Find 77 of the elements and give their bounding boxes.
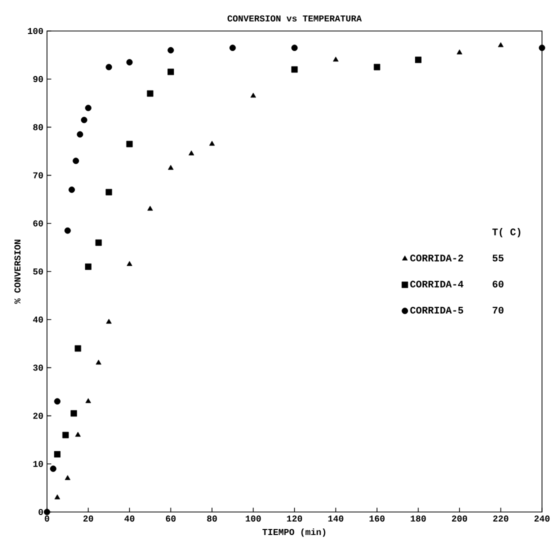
y-tick-label: 10 bbox=[33, 460, 43, 467]
point bbox=[54, 398, 60, 405]
point bbox=[54, 494, 60, 500]
point bbox=[332, 56, 339, 62]
point bbox=[85, 398, 92, 404]
point bbox=[70, 410, 77, 417]
y-tick-label: 30 bbox=[33, 364, 43, 371]
point bbox=[498, 42, 504, 48]
point bbox=[538, 44, 546, 52]
point bbox=[75, 432, 81, 437]
chart-title: CONVERSION vs TEMPERATURA bbox=[228, 15, 362, 22]
x-tick-label: 60 bbox=[166, 516, 176, 522]
point bbox=[96, 360, 102, 365]
point bbox=[188, 150, 194, 156]
point bbox=[250, 92, 256, 98]
point bbox=[291, 66, 298, 73]
y-tick-label: 20 bbox=[33, 412, 43, 419]
point bbox=[64, 227, 71, 234]
point bbox=[168, 47, 174, 54]
x-tick-label: 40 bbox=[124, 516, 134, 522]
x-tick-label: 140 bbox=[328, 516, 344, 522]
y-tick-label: 50 bbox=[33, 268, 43, 275]
y-tick-label: 100 bbox=[28, 28, 43, 34]
point bbox=[209, 140, 215, 146]
point bbox=[74, 345, 82, 352]
x-tick-label: 220 bbox=[493, 516, 508, 522]
point bbox=[126, 140, 133, 148]
x-tick-label: 0 bbox=[44, 516, 50, 522]
point bbox=[64, 475, 70, 480]
annotation: 55 bbox=[492, 254, 504, 262]
point bbox=[85, 104, 92, 112]
point bbox=[106, 64, 112, 70]
y-tick-label: 70 bbox=[33, 172, 43, 178]
y-tick-label: 40 bbox=[33, 316, 43, 323]
point bbox=[168, 68, 174, 76]
x-tick-label: 120 bbox=[287, 516, 302, 522]
point bbox=[374, 64, 380, 70]
point bbox=[54, 451, 60, 458]
point bbox=[291, 44, 298, 52]
legend-label: CORRIDA-2 bbox=[410, 254, 464, 262]
y-tick-label: 90 bbox=[33, 76, 43, 82]
y-axis-title: % CONVERSION bbox=[14, 240, 21, 304]
point bbox=[80, 116, 88, 124]
x-tick-label: 100 bbox=[246, 516, 261, 522]
point bbox=[126, 261, 132, 266]
x-tick-label: 80 bbox=[207, 516, 217, 522]
x-tick-label: 160 bbox=[370, 516, 385, 522]
x-tick-label: 180 bbox=[410, 516, 426, 522]
legend-label: CORRIDA-4 bbox=[410, 280, 464, 288]
point bbox=[106, 318, 112, 324]
legend-label: CORRIDA-5 bbox=[410, 306, 464, 314]
point bbox=[72, 158, 80, 164]
point bbox=[147, 206, 153, 211]
point bbox=[68, 186, 75, 193]
x-tick-label: 20 bbox=[83, 516, 94, 522]
point bbox=[50, 466, 56, 472]
legend-title: T( C) bbox=[492, 228, 520, 238]
x-axis-title: TIEMPO (min) bbox=[262, 528, 326, 537]
point bbox=[229, 44, 236, 52]
annotation: 70 bbox=[492, 306, 504, 314]
point bbox=[146, 90, 154, 97]
point bbox=[456, 49, 462, 54]
point bbox=[62, 432, 69, 438]
point bbox=[126, 59, 133, 66]
point bbox=[95, 239, 102, 246]
x-tick-label: 240 bbox=[534, 516, 550, 522]
annotation: 60 bbox=[492, 280, 504, 288]
point bbox=[106, 188, 112, 196]
y-tick-label: 0 bbox=[38, 508, 43, 516]
point bbox=[76, 131, 84, 138]
point bbox=[85, 264, 92, 270]
x-tick-label: 200 bbox=[452, 516, 468, 522]
point bbox=[168, 164, 174, 170]
point bbox=[44, 508, 50, 516]
y-tick-label: 60 bbox=[33, 220, 43, 226]
point bbox=[415, 56, 422, 64]
y-tick-label: 80 bbox=[33, 124, 43, 130]
